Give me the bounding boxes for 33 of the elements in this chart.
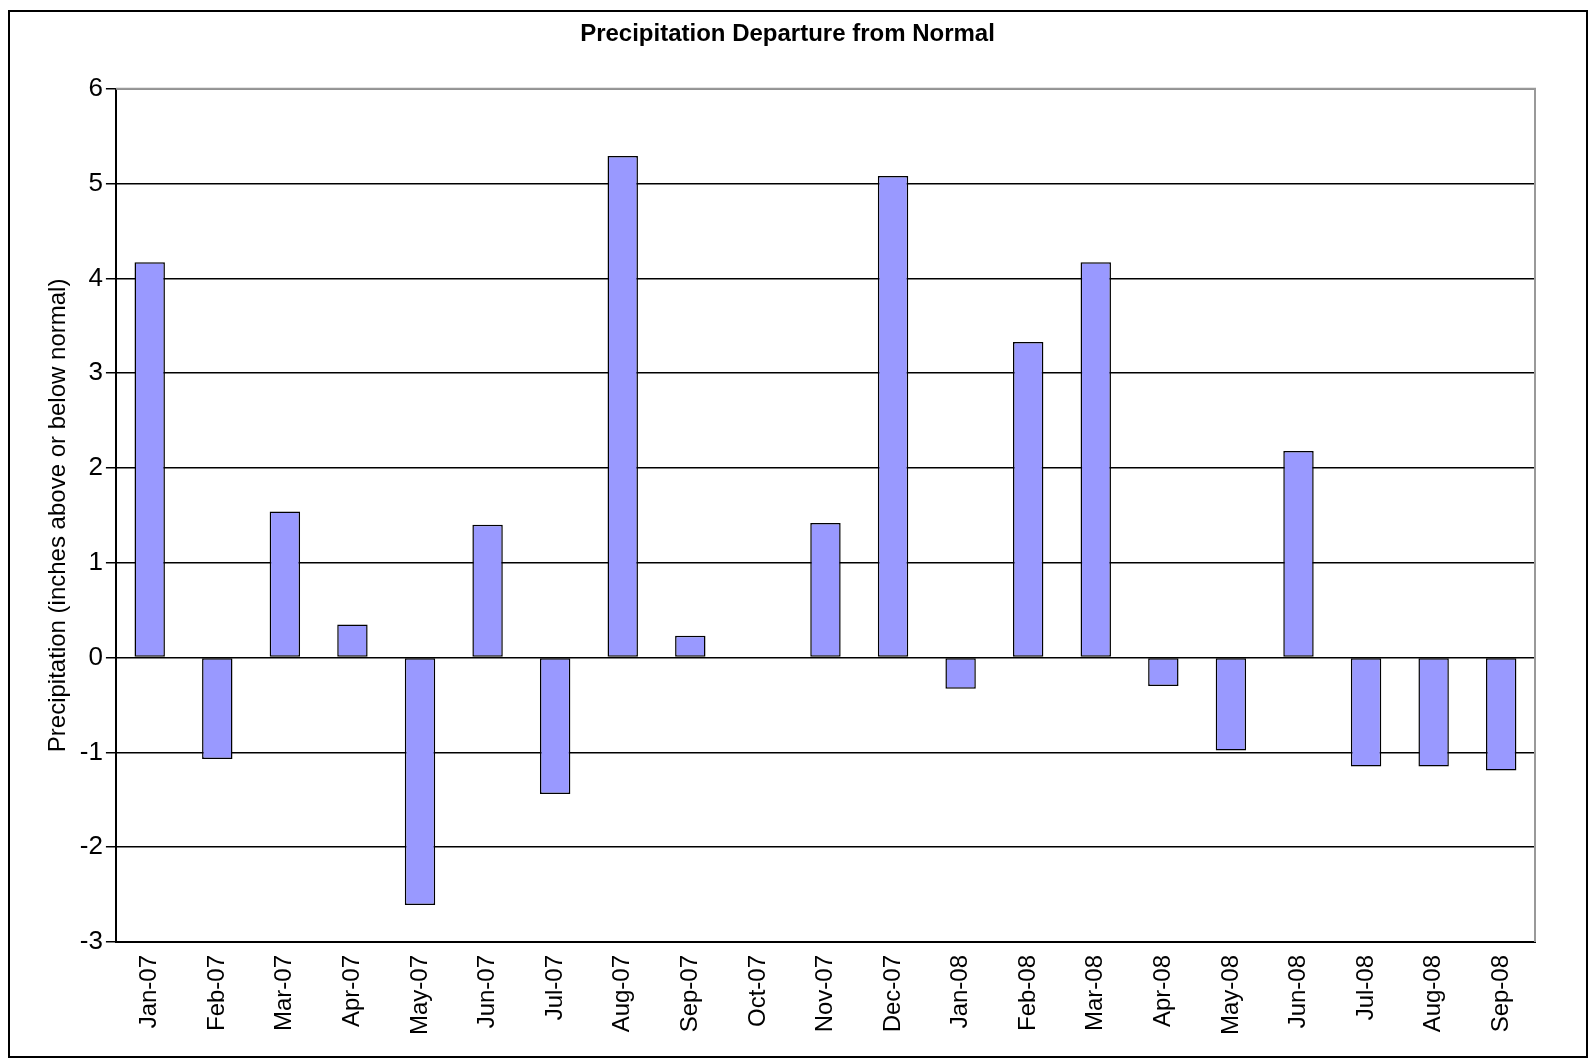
x-tick-label: Jan-07: [134, 954, 162, 1029]
y-tick-label: 6: [88, 71, 103, 102]
x-tick-label: Jan-08: [945, 954, 973, 1029]
y-tick-label: 2: [88, 451, 103, 482]
x-tick-label: Mar-07: [269, 954, 297, 1031]
x-tick-label: Feb-08: [1012, 954, 1040, 1032]
x-tick-label: Aug-07: [607, 954, 635, 1033]
x-tick-label: Mar-08: [1080, 954, 1108, 1031]
y-tick-label: -3: [79, 925, 103, 956]
y-tick-label: -2: [79, 830, 103, 861]
x-tick-label: Dec-07: [877, 954, 905, 1033]
x-tick-label: May-08: [1215, 954, 1243, 1035]
x-tick-label: Apr-07: [337, 954, 365, 1028]
y-axis-title: Precipitation (inches above or below normal): [43, 278, 71, 753]
x-tick-label: Aug-08: [1418, 954, 1446, 1033]
y-tick-label: 1: [88, 545, 103, 576]
y-tick-label: 0: [88, 640, 103, 671]
x-tick-label: Sep-08: [1485, 954, 1513, 1033]
x-tick-label: Jul-08: [1350, 954, 1378, 1021]
x-tick-label: Feb-07: [201, 954, 229, 1032]
y-tick-label: 4: [88, 261, 103, 292]
x-tick-label: Oct-07: [742, 954, 770, 1027]
y-tick-label: 5: [88, 166, 103, 197]
x-tick-label: Nov-07: [810, 954, 838, 1033]
x-tick-label: May-07: [404, 954, 432, 1035]
x-tick-label: Sep-07: [674, 954, 702, 1033]
x-tick-label: Jul-07: [539, 954, 567, 1021]
x-tick-label: Jun-08: [1283, 954, 1311, 1029]
x-tick-label: Jun-07: [472, 954, 500, 1029]
chart-title: Precipitation Departure from Normal: [580, 19, 995, 47]
y-tick-label: 3: [88, 356, 103, 387]
y-tick-label: -1: [79, 735, 103, 766]
x-tick-label: Apr-08: [1147, 954, 1175, 1028]
